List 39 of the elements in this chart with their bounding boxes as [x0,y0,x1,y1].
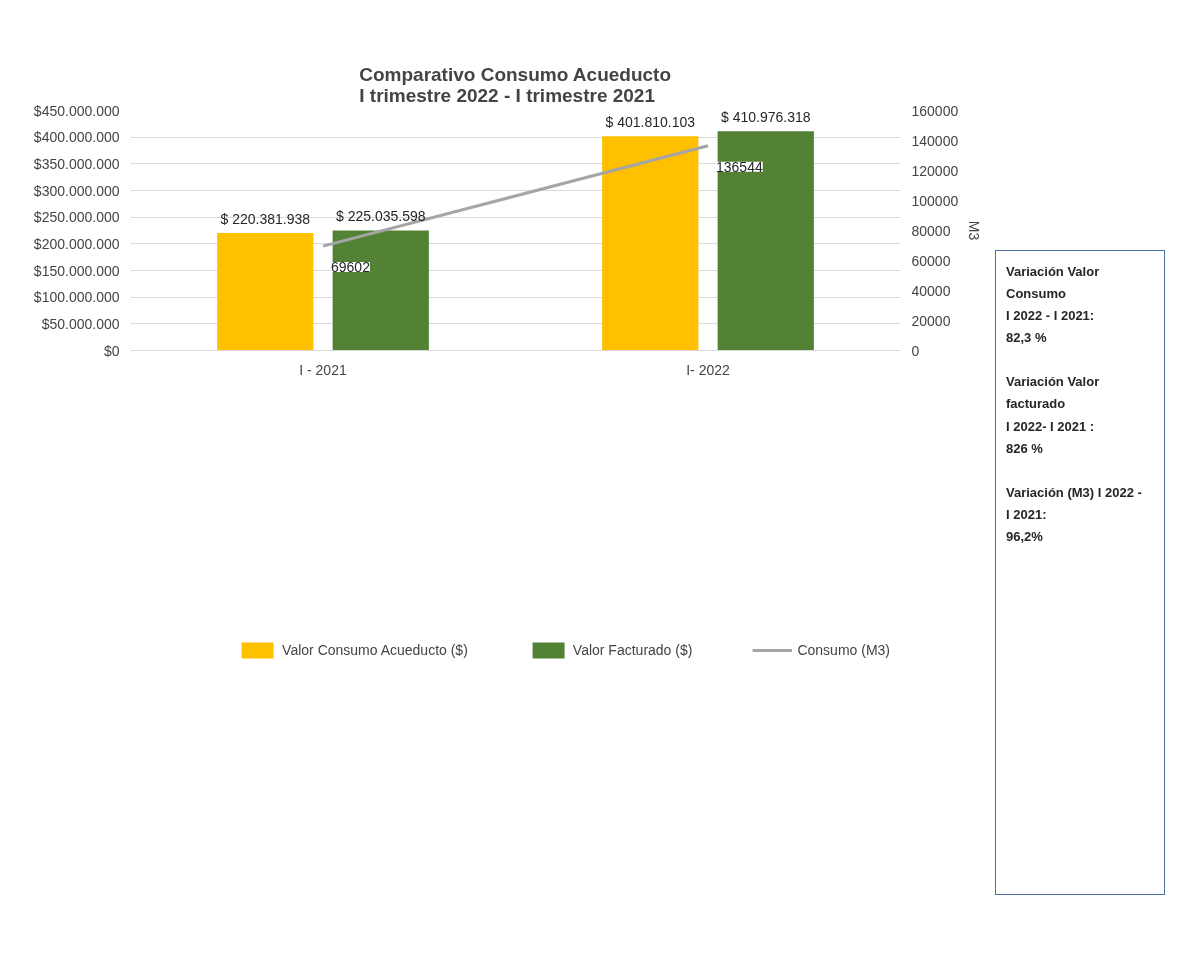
y-tick-label: $100.000.000 [33,289,120,306]
y2-tick-label: 140000 [911,132,959,149]
text: Variación (M3) I 2022 - I 2021: 96,2% [1006,483,1142,546]
bar [332,230,429,351]
y2-axis-title: M3 [966,220,983,241]
data-label: $ 401.810.103 [605,114,696,131]
y-tick-label: $150.000.000 [33,262,120,279]
y-tick-label: $200.000.000 [33,235,120,252]
y2-tick-label: 160000 [911,102,959,119]
y-tick-label: $400.000.000 [33,129,120,146]
bar [602,136,699,351]
y-tick-label: $300.000.000 [33,182,120,199]
bar [717,131,814,351]
legend-label: Consumo (M3) [797,642,890,658]
y2-tick-label: 120000 [911,162,959,179]
y2-tick-label: 0 [911,342,920,359]
data-label: 69602 [331,259,371,276]
data-label: 136544 [716,158,763,175]
bar [217,232,314,351]
legend-label: Valor Facturado ($) [572,642,693,658]
text: Variación Valor Consumo I 2022 - I 2021: 82,3 % [1006,263,1101,348]
y2-tick-label: 40000 [911,282,951,299]
y-tick-label: $0 [103,342,120,359]
y2-tick-label: 20000 [911,312,951,329]
y-tick-label: $50.000.000 [41,315,120,332]
data-label: $ 410.976.318 [720,109,811,126]
data-label: $ 220.381.938 [220,210,311,227]
y-tick-label: $350.000.000 [33,155,120,172]
y-tick-label: $250.000.000 [33,209,120,226]
y-tick-label: $450.000.000 [33,102,120,119]
data-label: $ 225.035.598 [335,208,426,225]
x-tick-label: I- 2022 [686,361,731,378]
y2-tick-label: 80000 [911,222,951,239]
text: Variación Valor facturado I 2022- I 2021 : 826 % [1006,373,1101,458]
chart-title: Comparativo Consumo Acueducto I trimestre 2022 - I trimestre 2021 [359,63,672,106]
legend-label: Valor Consumo Acueducto ($) [282,642,468,658]
x-tick-label: I - 2021 [299,361,347,378]
y2-tick-label: 100000 [911,192,959,209]
y2-tick-label: 60000 [911,252,951,269]
